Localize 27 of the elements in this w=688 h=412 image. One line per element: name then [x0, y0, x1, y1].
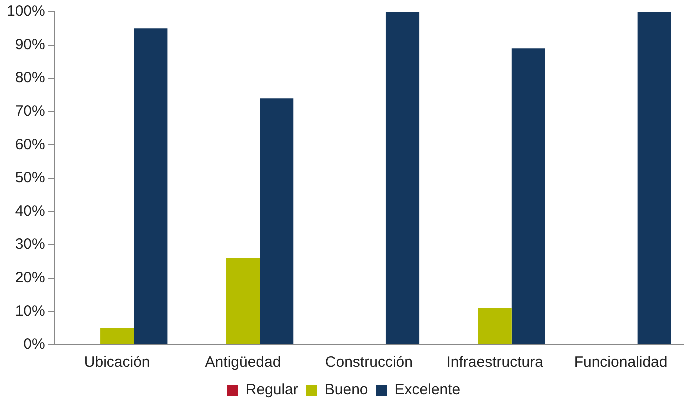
bar [512, 48, 546, 344]
bar [260, 98, 294, 344]
y-tick-label: 50% [15, 170, 46, 187]
y-tick-label: 70% [15, 103, 46, 120]
bar [226, 258, 260, 344]
legend-label: Excelente [394, 382, 461, 399]
x-tick-label: Antigüedad [205, 354, 282, 372]
x-tick-label: Funcionalidad [574, 354, 668, 372]
y-tick-label: 100% [6, 3, 46, 20]
bar [100, 328, 134, 344]
y-tick-label: 10% [15, 302, 46, 320]
y-tick-label: 90% [15, 36, 46, 54]
x-tick-label: Construcción [325, 354, 413, 372]
y-tick-label: 80% [15, 70, 46, 87]
x-tick-label: Ubicación [84, 354, 150, 372]
legend-label: Regular [246, 382, 298, 399]
bar [386, 12, 420, 344]
y-tick-label: 0% [24, 336, 46, 354]
bar [478, 308, 512, 344]
bar [638, 12, 672, 344]
y-tick-label: 20% [15, 270, 46, 287]
bar [134, 28, 168, 344]
y-tick-label: 30% [15, 236, 46, 254]
legend-label: Bueno [324, 382, 368, 399]
x-tick-label: Infraestructura [446, 354, 544, 372]
y-tick-label: 60% [15, 136, 46, 154]
y-tick-label: 40% [15, 202, 46, 220]
